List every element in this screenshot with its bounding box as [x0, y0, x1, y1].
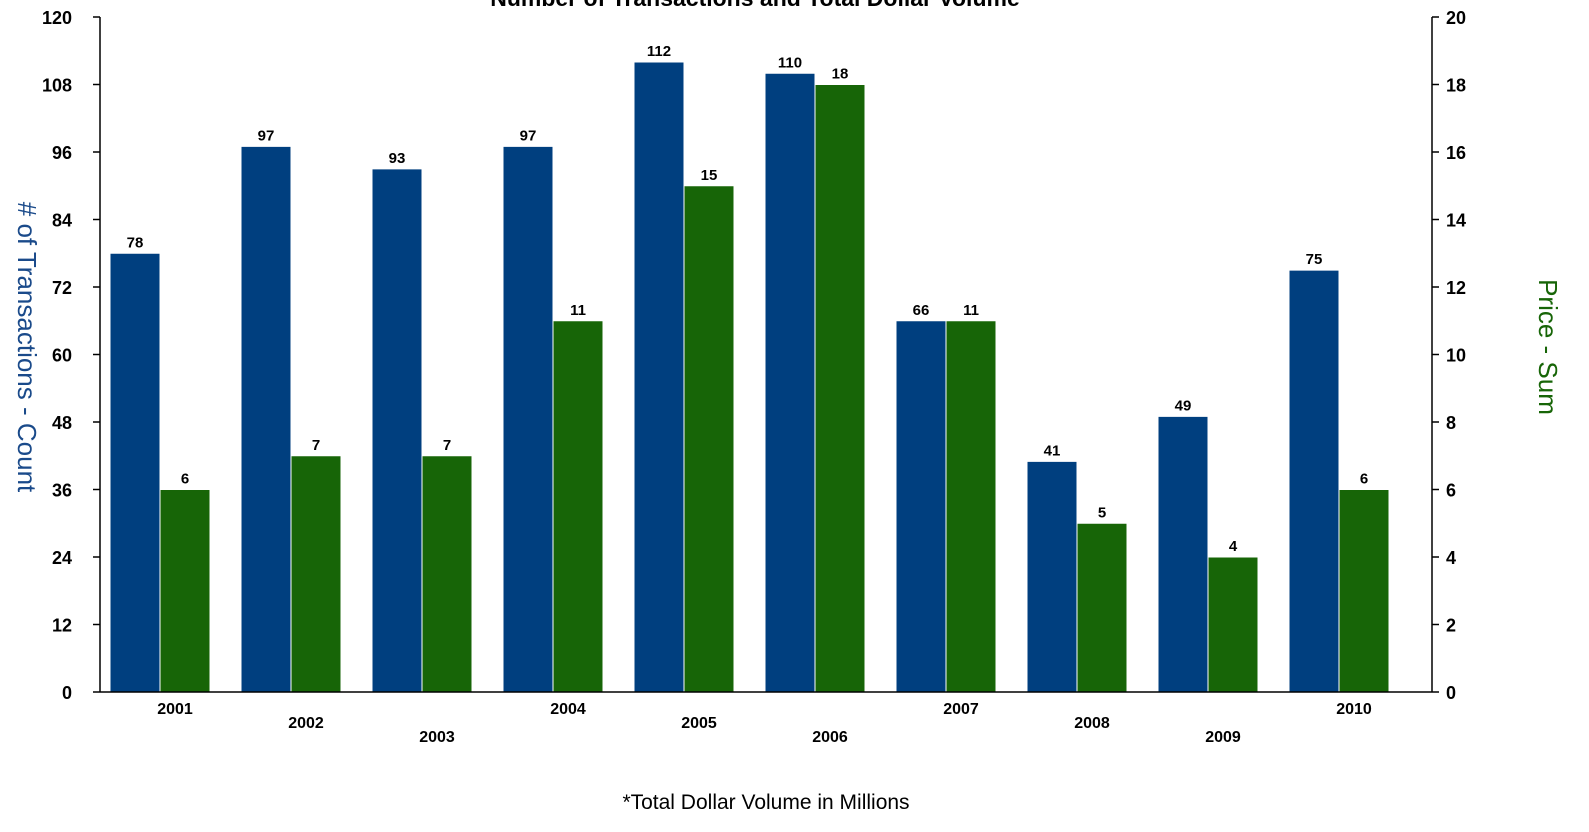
x-tick-label-2004: 2004	[550, 701, 586, 718]
y-axis-title: # of Transactions - Count	[12, 202, 42, 493]
bar-price-2001	[159, 489, 211, 693]
y-tick-label: 96	[52, 143, 72, 163]
x-tick-label-2009: 2009	[1205, 729, 1241, 746]
y-tick-label: 108	[42, 76, 72, 96]
y2-tick-label: 2	[1446, 616, 1456, 636]
y2-tick-label: 18	[1446, 76, 1466, 96]
x-tick-label-2002: 2002	[288, 715, 324, 732]
data-label-count-2010: 75	[1306, 251, 1323, 268]
data-label-count-2005: 112	[647, 43, 671, 60]
y-tick-label: 12	[52, 616, 72, 636]
x-tick-label-2006: 2006	[812, 729, 848, 746]
bar-count-2006	[764, 72, 816, 693]
bar-count-2007	[895, 320, 947, 693]
y2-tick-label: 6	[1446, 481, 1456, 501]
y-tick-label: 120	[42, 8, 72, 28]
bar-price-2006	[814, 84, 866, 693]
data-label-price-2008: 5	[1098, 504, 1106, 521]
y2-tick-label: 4	[1446, 548, 1456, 568]
bar-price-2008	[1076, 522, 1128, 693]
x-tick-label-2001: 2001	[157, 701, 193, 718]
data-label-price-2001: 6	[181, 471, 189, 488]
data-label-price-2005: 15	[701, 167, 718, 184]
data-labels-layer: 78 6 97 7 93 7 97 11 112 15 110 18 66 11 41 5 49 4 75 6	[127, 43, 1369, 555]
y2-tick-label: 8	[1446, 413, 1456, 433]
y2-tick-label: 10	[1446, 346, 1466, 366]
x-tick-label-2005: 2005	[681, 715, 717, 732]
data-label-price-2009: 4	[1229, 538, 1238, 555]
bar-price-2007	[945, 320, 997, 693]
bar-count-2001	[109, 252, 161, 693]
y-tick-label: 72	[52, 278, 72, 298]
bar-price-2005	[683, 185, 735, 693]
x-tick-label-2003: 2003	[419, 729, 455, 746]
y2-tick-label: 16	[1446, 143, 1466, 163]
axes-layer: 2001200220032004200520062007200820092010…	[42, 8, 1466, 746]
y2-tick-label: 0	[1446, 683, 1456, 703]
data-label-count-2003: 93	[389, 150, 406, 167]
data-label-count-2002: 97	[258, 127, 275, 144]
data-label-price-2004: 11	[570, 302, 586, 319]
y-tick-label: 48	[52, 413, 72, 433]
bar-count-2009	[1157, 415, 1209, 693]
bar-price-2002	[290, 455, 342, 693]
data-label-count-2004: 97	[520, 127, 537, 144]
y2-tick-label: 20	[1446, 8, 1466, 28]
footnote: *Total Dollar Volume in Millions	[622, 791, 909, 814]
data-label-count-2007: 66	[913, 302, 930, 319]
chart-title: Number of Transactions and Total Dollar …	[490, 0, 1020, 11]
x-tick-label-2007: 2007	[943, 701, 979, 718]
bar-count-2004	[502, 145, 554, 693]
y-tick-label: 36	[52, 481, 72, 501]
x-tick-label-2008: 2008	[1074, 715, 1110, 732]
bar-count-2008	[1026, 460, 1078, 693]
data-label-count-2009: 49	[1175, 397, 1192, 414]
y-tick-label: 60	[52, 346, 72, 366]
y-tick-label: 0	[62, 683, 72, 703]
bar-price-2004	[552, 320, 604, 693]
bars-layer	[109, 61, 1390, 693]
y-tick-label: 24	[52, 548, 72, 568]
y-tick-label: 84	[52, 211, 72, 231]
data-label-price-2003: 7	[443, 437, 451, 454]
data-label-price-2002: 7	[312, 437, 320, 454]
data-label-price-2007: 11	[963, 302, 979, 319]
bar-price-2010	[1338, 489, 1390, 693]
data-label-price-2010: 6	[1360, 471, 1368, 488]
data-label-price-2006: 18	[832, 66, 849, 83]
data-label-count-2006: 110	[778, 54, 802, 71]
y2-tick-label: 14	[1446, 211, 1466, 231]
data-label-count-2008: 41	[1044, 442, 1061, 459]
bar-price-2009	[1207, 556, 1259, 693]
bar-price-2003	[421, 455, 473, 693]
bar-count-2002	[240, 145, 292, 693]
bar-count-2010	[1288, 269, 1340, 693]
data-label-count-2001: 78	[127, 234, 144, 251]
bar-count-2005	[633, 61, 685, 693]
y2-tick-label: 12	[1446, 278, 1466, 298]
y2-axis-title: Price - Sum	[1533, 279, 1563, 415]
x-tick-label-2010: 2010	[1336, 701, 1372, 718]
bar-count-2003	[371, 168, 423, 693]
